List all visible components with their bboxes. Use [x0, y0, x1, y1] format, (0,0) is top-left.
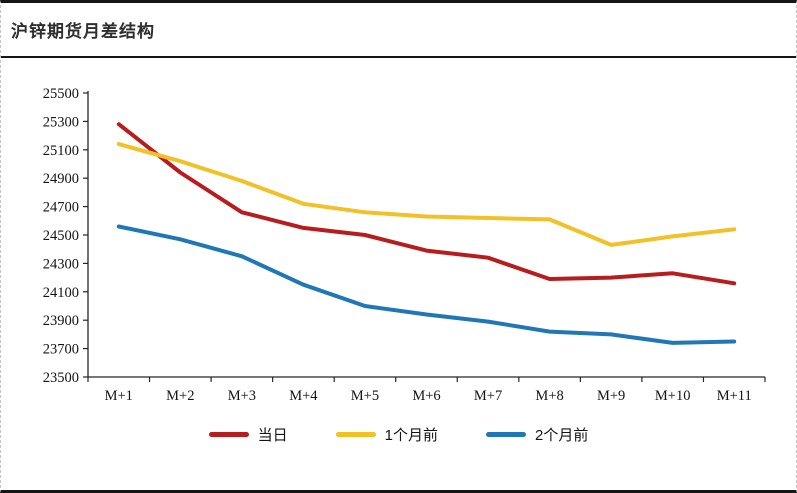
y-tick-label: 23700 [43, 342, 79, 358]
monthly-spread-line-chart: 23500 23700 23900 24100 24300 24500 24700 24900… [43, 86, 766, 404]
series-line-1 [116, 142, 737, 247]
x-tick-label: M+5 [351, 388, 379, 404]
legend-swatch [486, 432, 526, 437]
x-tick-label: M+1 [105, 388, 133, 404]
chart-legend: 当日 1个月前 2个月前 [1, 424, 796, 445]
legend-swatch [335, 432, 376, 437]
y-tick-label: 25300 [43, 114, 79, 130]
x-tick-label: M+8 [535, 388, 563, 404]
y-tick-label: 24500 [43, 228, 79, 244]
page-title: 沪锌期货月差结构 [11, 22, 155, 41]
legend-label: 当日 [257, 427, 288, 444]
series-line-2 [116, 224, 737, 345]
x-tick-label: M+4 [289, 388, 318, 404]
legend-item: 2个月前 [486, 424, 588, 445]
legend-item: 当日 [208, 424, 288, 445]
y-tick-label: 23900 [43, 313, 79, 329]
x-tick-label: M+7 [474, 388, 502, 404]
x-tick-label: M+9 [597, 388, 625, 404]
x-tick-label: M+6 [412, 388, 440, 404]
y-tick-label: 24900 [43, 171, 79, 187]
x-tick-label: M+3 [228, 388, 256, 404]
chart-header: 沪锌期货月差结构 [1, 3, 796, 58]
legend-label: 1个月前 [384, 427, 438, 444]
y-tick-label: 23500 [43, 370, 79, 386]
legend-item: 1个月前 [335, 424, 438, 445]
y-tick-label: 25500 [43, 86, 79, 102]
y-tick-label: 24300 [43, 256, 79, 272]
y-tick-label: 24700 [43, 200, 79, 216]
x-tick-label: M+10 [655, 388, 691, 404]
legend-label: 2个月前 [535, 427, 589, 444]
y-tick-label: 25100 [43, 143, 79, 159]
x-tick-label: M+11 [717, 388, 752, 404]
y-tick-label: 24100 [43, 285, 79, 301]
series-line-0 [116, 122, 737, 286]
legend-swatch [208, 432, 249, 437]
x-tick-label: M+2 [166, 388, 194, 404]
